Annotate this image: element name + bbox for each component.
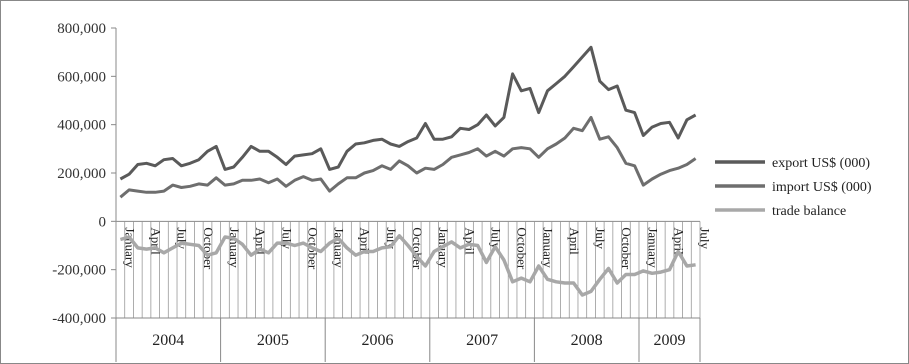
month-tick-label: January (541, 227, 556, 268)
y-tick-label: 800,000 (57, 21, 106, 37)
y-tick-label: -400,000 (52, 311, 106, 327)
month-tick-label: July (384, 227, 399, 249)
series-line-trade-balance (119, 234, 696, 297)
month-tick-label: October (619, 227, 634, 270)
month-tick-label: April (671, 227, 686, 255)
year-label: 2005 (257, 332, 289, 349)
y-tick-label: 400,000 (57, 118, 106, 134)
legend: export US$ (000) import US$ (000) trade ba… (715, 156, 872, 219)
month-tick-label: April (567, 227, 582, 255)
legend-label: export US$ (000) (772, 156, 870, 171)
month-tick-label: July (698, 227, 713, 249)
year-label: 2004 (152, 332, 184, 349)
month-tick-label: October (515, 227, 530, 270)
y-tick-label: 600,000 (57, 69, 106, 85)
month-tick-label: October (201, 227, 216, 270)
month-tick-label: April (358, 227, 373, 255)
legend-label: import US$ (000) (772, 180, 872, 195)
month-tick-label: July (488, 227, 503, 249)
month-tick-label: January (122, 227, 137, 268)
month-tick-label: January (227, 227, 242, 268)
series-line-export (119, 45, 697, 181)
y-tick-label: 200,000 (57, 166, 106, 182)
axis-layer: 800,000 600,000 400,000 200,000 0 -200,000 -40… (52, 21, 713, 362)
year-label: 2008 (571, 332, 603, 349)
year-label: 2006 (361, 332, 393, 349)
series-layer (119, 45, 697, 297)
y-tick-label: 0 (99, 214, 107, 230)
legend-label: trade balance (772, 204, 846, 219)
month-tick-label: April (253, 227, 268, 255)
year-label: 2009 (653, 332, 685, 349)
month-tick-label: January (645, 227, 660, 268)
month-tick-label: July (593, 227, 608, 249)
year-label: 2007 (466, 332, 498, 349)
y-tick-label: -200,000 (52, 263, 106, 279)
month-tick-label: April (462, 227, 477, 255)
month-tick-label: January (332, 227, 347, 268)
series-line-import (119, 115, 697, 199)
